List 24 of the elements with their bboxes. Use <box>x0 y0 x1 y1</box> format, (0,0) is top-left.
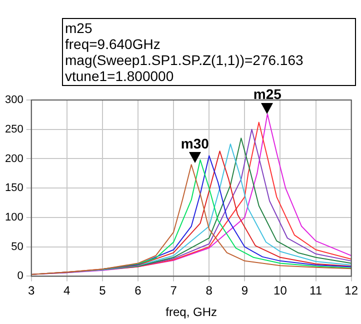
x-tick-label: 7 <box>170 284 178 298</box>
text: m25 <box>65 20 94 36</box>
y-tick-label: 200 <box>4 152 24 165</box>
x-axis-title: freq, GHz <box>166 305 218 320</box>
annotation: m30 <box>180 135 210 152</box>
x-tick-label: 5 <box>99 284 106 298</box>
y-tick-label: 50 <box>11 240 24 253</box>
annotation: m25 <box>253 86 282 102</box>
y-tick-label: 100 <box>4 212 24 224</box>
x-tick-label: 4 <box>64 284 71 298</box>
x-tick-label: 9 <box>241 284 248 298</box>
text: freq=9.640GHz <box>65 36 162 52</box>
y-tick-label: 150 <box>4 182 24 194</box>
x-tick-label: 6 <box>134 284 142 298</box>
x-tick-label: 8 <box>206 284 213 298</box>
text: vtune1=1.800000 <box>65 68 175 84</box>
x-tick-label: 10 <box>274 284 288 298</box>
y-tick-label: 250 <box>4 123 24 136</box>
y-tick-label: 300 <box>4 94 24 106</box>
x-tick-label: 3 <box>28 284 36 298</box>
x-tick-label: 11 <box>310 284 322 298</box>
y-tick-label: 0 <box>17 270 24 282</box>
x-tick-label: 12 <box>344 284 358 298</box>
text: mag(Sweep1.SP1.SP.Z(1,1))=276.163 <box>65 52 304 68</box>
